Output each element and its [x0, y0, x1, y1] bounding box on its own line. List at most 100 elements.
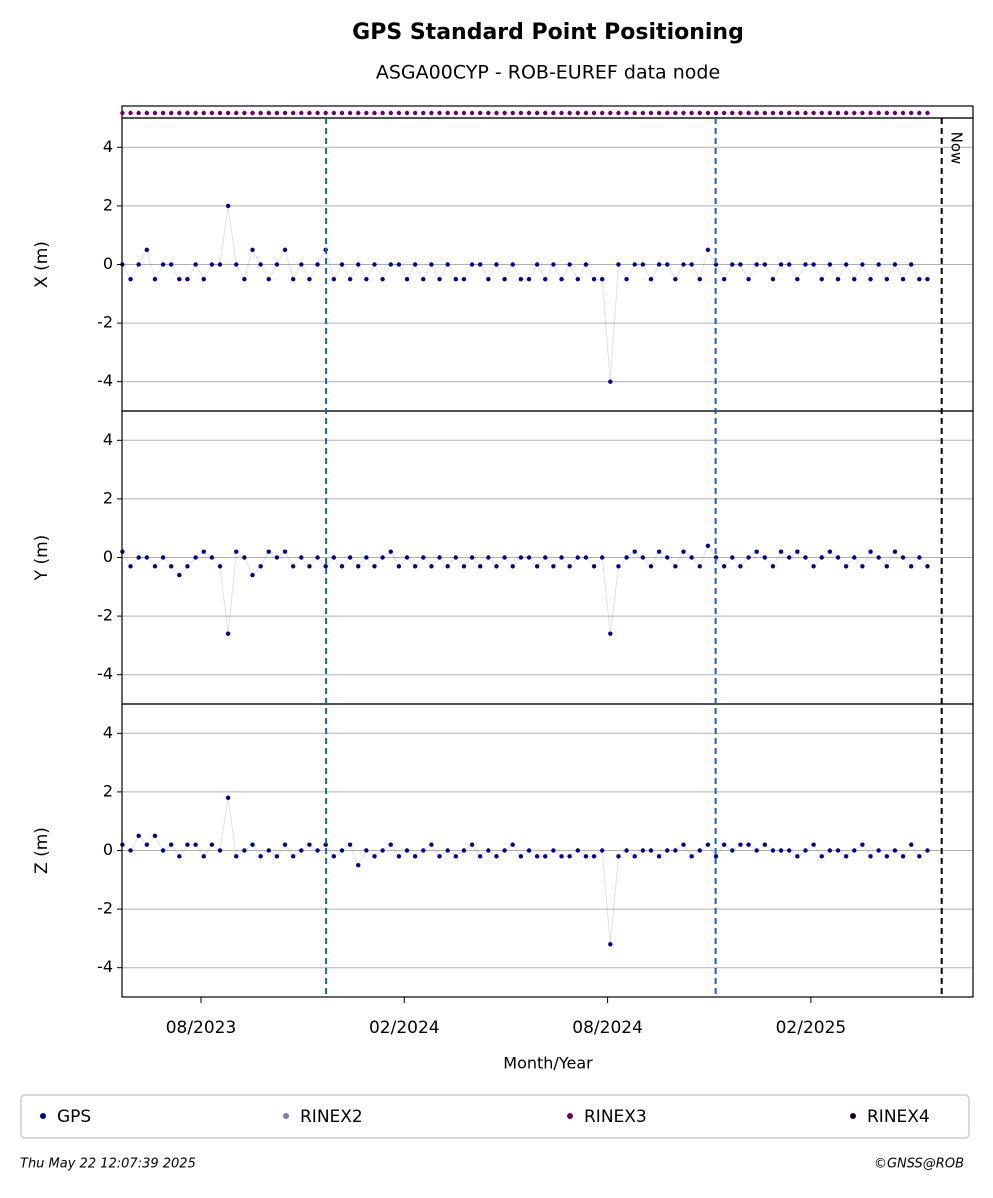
rinex3-point	[486, 110, 491, 116]
gps-point	[608, 942, 613, 947]
gps-point	[331, 555, 337, 560]
y-axis-label: Z (m)	[32, 827, 52, 874]
gps-point	[388, 549, 393, 554]
gps-point	[787, 262, 792, 267]
y-tick-label: 0	[103, 547, 113, 566]
rinex3-point	[266, 110, 271, 116]
gps-point	[730, 262, 735, 267]
gps-point	[356, 862, 361, 868]
now-label: Now	[948, 132, 966, 165]
y-axis-label: X (m)	[32, 241, 52, 288]
y-tick-label: -4	[97, 957, 113, 976]
gps-point	[892, 549, 898, 554]
rinex3-point	[168, 110, 174, 116]
rinex3-point	[152, 110, 158, 116]
gps-point	[917, 555, 922, 560]
gps-point	[908, 262, 914, 267]
gps-trace	[121, 205, 928, 382]
rinex3-point	[624, 110, 629, 116]
chart-title: GPS Standard Point Positioning	[352, 20, 744, 45]
rinex3-point	[412, 110, 418, 116]
gps-point	[624, 276, 629, 282]
gps-point	[787, 848, 792, 853]
rinex3-point	[900, 110, 906, 116]
gps-point	[185, 276, 190, 282]
gps-point	[778, 549, 784, 554]
rinex3-point	[421, 110, 426, 116]
gps-point	[819, 276, 824, 282]
gps-point	[168, 262, 174, 267]
gps-point	[437, 276, 442, 282]
y-tick-label: 2	[103, 781, 113, 800]
gps-point	[168, 564, 174, 569]
gps-point	[250, 572, 255, 578]
gps-point	[762, 262, 768, 267]
gps-point	[380, 848, 385, 853]
gps-point	[721, 564, 727, 569]
rinex3-point	[648, 110, 654, 116]
gps-point	[697, 848, 702, 853]
gps-point	[421, 555, 426, 560]
gps-point	[234, 262, 239, 267]
y-tick-label: -4	[97, 371, 113, 390]
gps-trace	[121, 544, 928, 634]
gps-point	[412, 564, 418, 569]
gps-point	[510, 842, 515, 847]
rinex3-point	[608, 110, 613, 116]
rinex3-point	[274, 110, 280, 116]
legend-marker	[283, 1113, 289, 1119]
gps-point	[461, 276, 467, 282]
rinex3-point	[347, 110, 353, 116]
gps-point	[917, 276, 922, 282]
gps-point	[543, 854, 548, 859]
rinex3-point	[827, 110, 833, 116]
rinex3-point	[502, 110, 507, 116]
gps-point	[673, 848, 678, 853]
y-tick-label: 4	[103, 137, 113, 156]
rinex3-point	[787, 110, 792, 116]
gps-point	[730, 555, 735, 560]
gps-point	[876, 848, 881, 853]
gps-point	[445, 262, 450, 267]
gps-point	[811, 842, 816, 847]
gps-point	[681, 549, 686, 554]
gps-point	[177, 854, 182, 859]
gps-point	[404, 276, 410, 282]
gps-point	[778, 848, 784, 853]
gps-point	[534, 564, 540, 569]
gps-point	[282, 842, 288, 847]
gps-point	[242, 276, 247, 282]
gps-point	[762, 555, 768, 560]
gps-point	[868, 549, 873, 554]
rinex3-point	[762, 110, 768, 116]
gps-point	[209, 262, 215, 267]
gps-point	[567, 262, 572, 267]
gps-point	[762, 842, 768, 847]
gps-point	[575, 555, 580, 560]
gps-point	[900, 276, 906, 282]
gps-point	[388, 842, 393, 847]
gps-point	[404, 555, 410, 560]
x-tick-label: 08/2024	[572, 1018, 643, 1038]
gps-point	[705, 247, 711, 253]
gps-point	[396, 854, 402, 859]
rinex3-point	[689, 110, 694, 116]
gps-point	[274, 262, 280, 267]
gps-point	[201, 549, 206, 554]
rinex3-point	[144, 110, 150, 116]
gps-point	[543, 276, 548, 282]
gps-point	[583, 854, 589, 859]
rinex3-point	[250, 110, 255, 116]
gps-point	[526, 276, 532, 282]
gps-point	[616, 564, 621, 569]
rinex3-point	[925, 110, 930, 116]
gps-point	[681, 262, 686, 267]
gps-point	[510, 564, 515, 569]
gps-point	[372, 262, 377, 267]
gps-point	[526, 848, 532, 853]
gps-point	[551, 564, 556, 569]
gps-point	[900, 555, 906, 560]
y-tick-label: 0	[103, 840, 113, 859]
gps-point	[884, 854, 890, 859]
rinex3-point	[136, 110, 141, 116]
